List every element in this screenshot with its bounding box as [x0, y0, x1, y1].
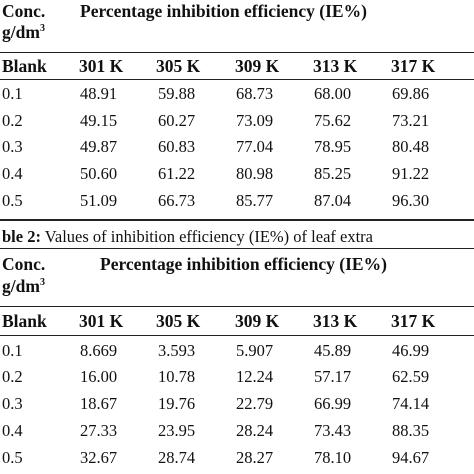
table-cell: 91.22 [392, 164, 430, 183]
unit-label: g/dm3 [2, 22, 45, 42]
table-cell: 85.25 [314, 164, 352, 183]
table-cell: 28.74 [158, 448, 196, 467]
table-cell: 50.60 [80, 164, 118, 183]
table-cell: 68.73 [236, 84, 274, 103]
header-305k: 305 K [156, 311, 201, 331]
table-cell: 80.48 [392, 137, 430, 156]
table-cell: 66.73 [158, 191, 196, 210]
conc-label: Conc. [2, 1, 46, 21]
table-cell: 49.15 [80, 111, 118, 130]
table-cell: 61.22 [158, 164, 196, 183]
table-cell: 74.14 [392, 394, 430, 413]
table-title: Percentage inhibition efficiency (IE%) [100, 254, 387, 274]
table-cell: 28.27 [236, 448, 274, 467]
table-cell: 77.04 [236, 137, 274, 156]
header-301k: 301 K [79, 311, 124, 331]
conc-label: Conc. [2, 254, 46, 274]
header-313k: 313 K [313, 56, 358, 76]
header-317k: 317 K [391, 56, 436, 76]
caption-text: Values of inhibition efficiency (IE%) of… [40, 227, 373, 246]
table-cell: 0.2 [2, 367, 23, 386]
table-cell: 66.99 [314, 394, 352, 413]
table-cell: 12.24 [236, 367, 274, 386]
header-rule-top [0, 306, 474, 307]
table-cell: 5.907 [236, 341, 274, 360]
table-cell: 0.4 [2, 164, 23, 183]
caption-label: ble 2: [2, 227, 41, 246]
table-cell: 88.35 [392, 421, 430, 440]
header-309k: 309 K [235, 56, 280, 76]
table-cell: 45.89 [314, 341, 352, 360]
table-cell: 46.99 [392, 341, 430, 360]
header-blank: Blank [2, 311, 47, 331]
table-cell: 94.67 [392, 448, 430, 467]
table-2: Conc. g/dm3 Percentage inhibition effici… [0, 252, 474, 472]
table-cell: 48.91 [80, 84, 118, 103]
table-cell: 57.17 [314, 367, 352, 386]
table-cell: 0.3 [2, 137, 23, 156]
table-cell: 16.00 [80, 367, 118, 386]
table-cell: 0.1 [2, 341, 23, 360]
table-cell: 96.30 [392, 191, 430, 210]
table-cell: 78.95 [314, 137, 352, 156]
header-309k: 309 K [235, 311, 280, 331]
table-cell: 3.593 [158, 341, 196, 360]
table-cell: 69.86 [392, 84, 430, 103]
table-cell: 8.669 [80, 341, 118, 360]
header-rule-bottom [0, 79, 474, 80]
table-cell: 51.09 [80, 191, 118, 210]
table-cell: 80.98 [236, 164, 274, 183]
table-cell: 0.2 [2, 111, 23, 130]
table-cell: 87.04 [314, 191, 352, 210]
table-cell: 18.67 [80, 394, 118, 413]
table-cell: 60.27 [158, 111, 196, 130]
table-1: Conc. g/dm3 Percentage inhibition effici… [0, 0, 474, 220]
table-cell: 0.3 [2, 394, 23, 413]
table-cell: 0.5 [2, 191, 23, 210]
header-blank: Blank [2, 56, 47, 76]
table-cell: 68.00 [314, 84, 352, 103]
table-cell: 78.10 [314, 448, 352, 467]
table-2-top-rule [0, 248, 474, 249]
unit-label: g/dm3 [2, 276, 45, 296]
table-cell: 73.21 [392, 111, 430, 130]
header-305k: 305 K [156, 56, 201, 76]
header-rule-top [0, 52, 474, 53]
table-cell: 0.5 [2, 448, 23, 467]
header-313k: 313 K [313, 311, 358, 331]
table-cell: 27.33 [80, 421, 118, 440]
header-301k: 301 K [79, 56, 124, 76]
table-cell: 85.77 [236, 191, 274, 210]
table-1-bottom-rule [0, 219, 474, 221]
table-cell: 10.78 [158, 367, 196, 386]
table-cell: 23.95 [158, 421, 196, 440]
table-cell: 49.87 [80, 137, 118, 156]
table-cell: 73.09 [236, 111, 274, 130]
table-cell: 75.62 [314, 111, 352, 130]
header-317k: 317 K [391, 311, 436, 331]
table-cell: 22.79 [236, 394, 274, 413]
table-cell: 60.83 [158, 137, 196, 156]
table-cell: 19.76 [158, 394, 196, 413]
table-cell: 0.1 [2, 84, 23, 103]
table-cell: 62.59 [392, 367, 430, 386]
table-cell: 59.88 [158, 84, 196, 103]
table-caption: ble 2: Values of inhibition efficiency (… [2, 227, 373, 247]
table-cell: 0.4 [2, 421, 23, 440]
table-title: Percentage inhibition efficiency (IE%) [80, 1, 367, 21]
table-cell: 32.67 [80, 448, 118, 467]
table-cell: 73.43 [314, 421, 352, 440]
header-rule-bottom [0, 335, 474, 336]
table-cell: 28.24 [236, 421, 274, 440]
